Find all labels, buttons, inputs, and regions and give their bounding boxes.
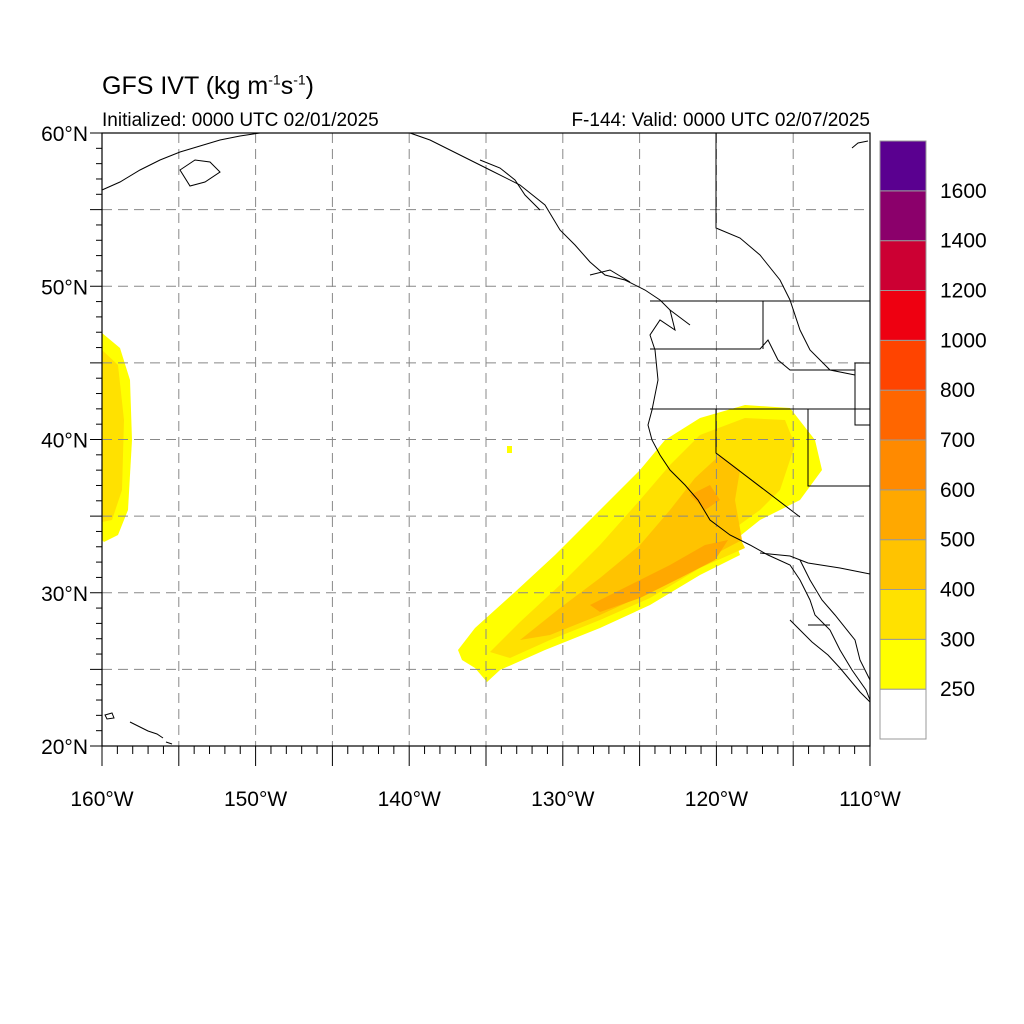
colorbar-label: 1600 bbox=[940, 180, 987, 203]
lat-label: 40°N bbox=[41, 430, 88, 453]
colorbar-label: 250 bbox=[940, 678, 975, 701]
ivt-band-300 bbox=[102, 350, 124, 522]
colorbar-box bbox=[879, 290, 927, 341]
ivt-speck bbox=[507, 446, 512, 453]
colorbar: 250 300 400 500 600 700 800 1000 1200 1400 1600 bbox=[879, 140, 987, 740]
colorbar-box bbox=[879, 539, 927, 591]
colorbar-box bbox=[879, 140, 927, 192]
colorbar-box bbox=[879, 339, 927, 391]
lon-label: 150°W bbox=[224, 788, 287, 811]
lat-label: 50°N bbox=[41, 276, 88, 299]
ivt-band-400 bbox=[520, 455, 742, 640]
political-borders bbox=[650, 133, 871, 626]
lat-label: 20°N bbox=[41, 736, 88, 759]
ivt-band-500 bbox=[590, 540, 728, 612]
lon-label: 130°W bbox=[531, 788, 594, 811]
coastlines bbox=[101, 132, 871, 745]
colorbar-label: 600 bbox=[940, 479, 975, 502]
colorbar-box bbox=[879, 589, 927, 640]
colorbar-box bbox=[879, 240, 927, 292]
colorbar-box bbox=[879, 389, 927, 441]
lat-label: 60°N bbox=[41, 123, 88, 146]
lon-label: 160°W bbox=[70, 788, 133, 811]
axis-ticks bbox=[90, 132, 871, 766]
ivt-band-300 bbox=[490, 418, 795, 658]
ivt-shading bbox=[102, 333, 822, 682]
graticule bbox=[102, 133, 870, 746]
longitude-labels: 160°W 150°W 140°W 130°W 120°W 110°W bbox=[70, 788, 901, 811]
lon-label: 120°W bbox=[685, 788, 748, 811]
colorbar-label: 800 bbox=[940, 379, 975, 402]
colorbar-label: 1400 bbox=[940, 230, 987, 253]
colorbar-box bbox=[879, 439, 927, 491]
lon-label: 140°W bbox=[378, 788, 441, 811]
colorbar-box bbox=[879, 489, 927, 541]
colorbar-label: 400 bbox=[940, 579, 975, 602]
colorbar-label: 500 bbox=[940, 529, 975, 552]
lat-label: 30°N bbox=[41, 583, 88, 606]
colorbar-label: 1200 bbox=[940, 280, 987, 303]
colorbar-box bbox=[879, 190, 927, 242]
map-title: GFS IVT (kg m-1s-1) bbox=[102, 71, 314, 100]
colorbar-label: 700 bbox=[940, 429, 975, 452]
colorbar-box bbox=[879, 688, 927, 740]
valid-time: F-144: Valid: 0000 UTC 02/07/2025 bbox=[571, 110, 870, 131]
ivt-band-500 bbox=[690, 485, 720, 510]
initialized-time: Initialized: 0000 UTC 02/01/2025 bbox=[102, 110, 379, 131]
colorbar-label: 300 bbox=[940, 628, 975, 651]
lon-label: 110°W bbox=[839, 788, 901, 811]
colorbar-label: 1000 bbox=[940, 329, 987, 352]
latitude-labels: 60°N 50°N 40°N 30°N 20°N bbox=[41, 123, 88, 759]
colorbar-box bbox=[879, 638, 927, 690]
